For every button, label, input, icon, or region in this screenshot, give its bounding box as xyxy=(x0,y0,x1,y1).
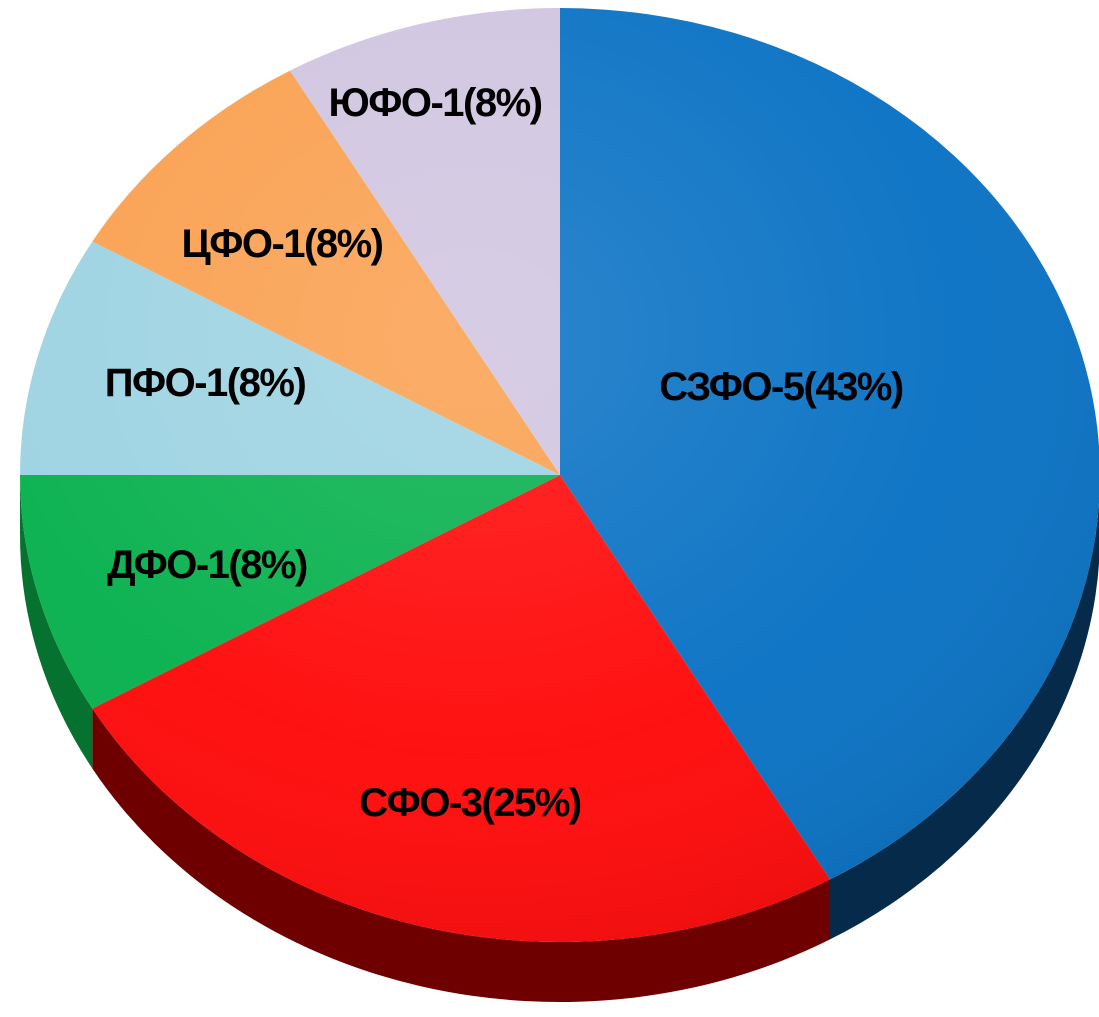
slice-label-цфо: ЦФО-1(8%) xyxy=(182,222,383,266)
slice-label-сзфо: СЗФО-5(43%) xyxy=(659,365,903,409)
slice-label-сфо: СФО-3(25%) xyxy=(359,781,581,825)
pie-labels: СЗФО-5(43%) СФО-3(25%) ДФО-1(8%) ПФО-1(8%) Ц… xyxy=(105,81,905,825)
slice-label-пфо: ПФО-1(8%) xyxy=(105,361,306,405)
slice-label-юфо: ЮФО-1(8%) xyxy=(328,81,541,125)
slice-label-дфо: ДФО-1(8%) xyxy=(107,543,307,587)
